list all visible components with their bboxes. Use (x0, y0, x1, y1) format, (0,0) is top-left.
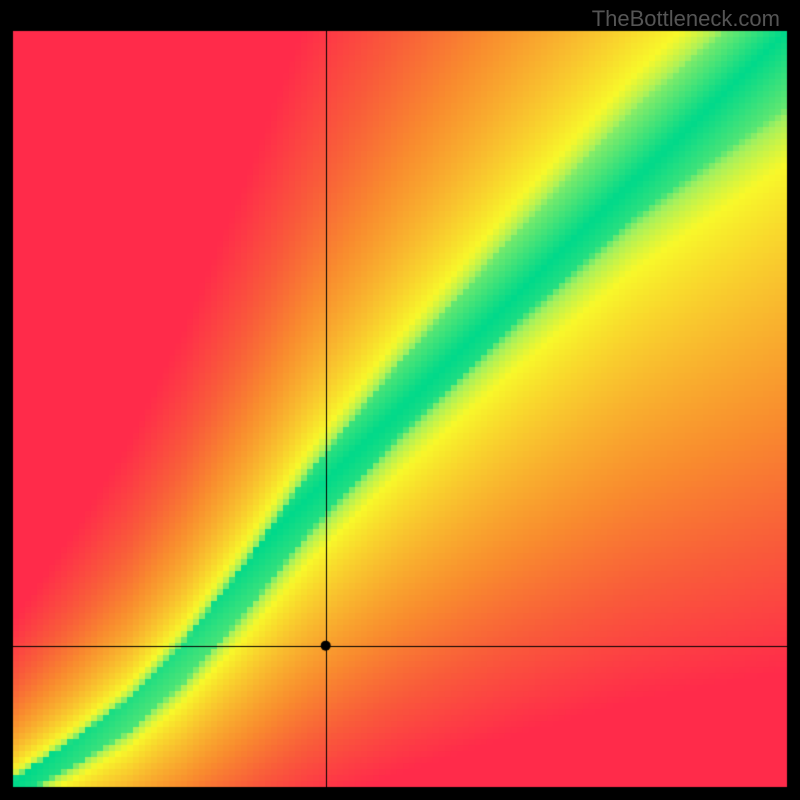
heatmap-canvas (0, 0, 800, 800)
watermark-text: TheBottleneck.com (592, 6, 780, 32)
bottleneck-heatmap (0, 0, 800, 800)
